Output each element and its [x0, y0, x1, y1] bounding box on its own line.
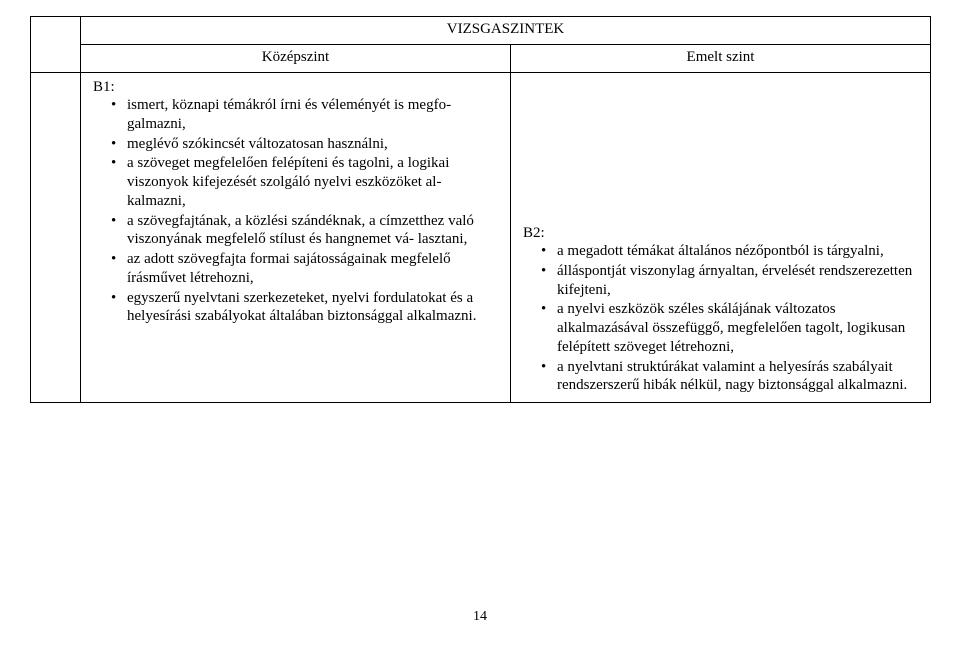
list-item: a nyelvi eszközök széles skálájának vált…: [541, 300, 922, 356]
list-item: egyszerű nyelvtani szerkezeteket, nyelvi…: [111, 289, 502, 327]
right-bullet-list: a megadott témákat általános nézőpontból…: [519, 242, 922, 395]
left-column-header: Középszint: [81, 45, 511, 73]
stub-cell-body: [31, 73, 81, 403]
left-content-cell: B1: ismert, köznapi témákról írni és vél…: [81, 73, 511, 403]
list-item: a megadott témákat általános nézőpontból…: [541, 242, 922, 261]
list-item: álláspontját viszonylag árnyaltan, érvel…: [541, 262, 922, 300]
page-number: 14: [0, 609, 960, 625]
list-item: ismert, köznapi témákról írni és vélemén…: [111, 96, 502, 134]
list-item: az adott szövegfajta formai sajátosságai…: [111, 250, 502, 288]
right-content-cell: B2: a megadott témákat általános nézőpon…: [511, 73, 931, 403]
list-item: a nyelvtani struktúrákat valamint a hely…: [541, 358, 922, 396]
main-header: VIZSGASZINTEK: [81, 17, 931, 45]
list-item: a szövegfajtának, a közlési szándéknak, …: [111, 212, 502, 250]
left-level-label: B1:: [93, 79, 502, 96]
exam-levels-table: VIZSGASZINTEK Középszint Emelt szint B1:…: [30, 16, 931, 403]
page-container: VIZSGASZINTEK Középszint Emelt szint B1:…: [0, 0, 960, 403]
left-bullet-list: ismert, köznapi témákról írni és vélemén…: [89, 96, 502, 326]
stub-cell-header: [31, 17, 81, 73]
right-level-label: B2:: [523, 225, 922, 242]
list-item: a szöveget megfelelően felépíteni és tag…: [111, 154, 502, 210]
right-column-header: Emelt szint: [511, 45, 931, 73]
list-item: meglévő szókincsét változatosan használn…: [111, 135, 502, 154]
